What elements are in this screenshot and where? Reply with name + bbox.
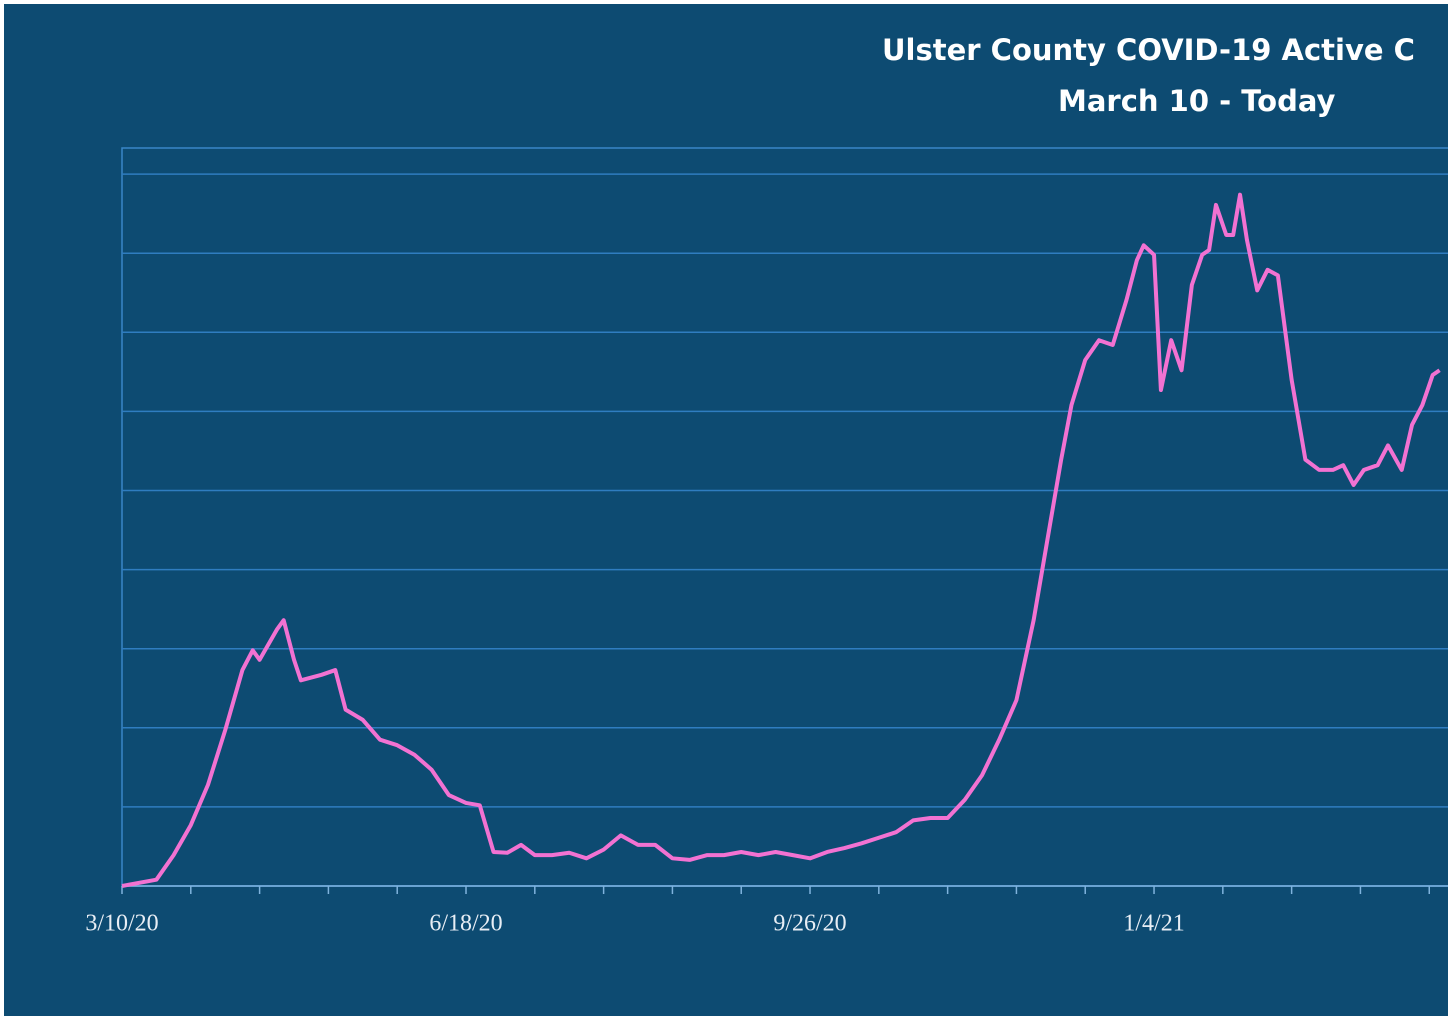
x-tick-label: 9/26/20	[773, 911, 846, 937]
x-tick-label: 6/18/20	[429, 911, 502, 937]
x-tick-label: 1/4/21	[1123, 911, 1184, 937]
data-line	[121, 192, 1441, 888]
chart-subtitle: March 10 - Today	[1058, 84, 1336, 118]
x-tick-label: 3/10/20	[85, 911, 158, 937]
chart-title: Ulster County COVID-19 Active C	[882, 33, 1415, 67]
background	[4, 4, 1448, 1016]
